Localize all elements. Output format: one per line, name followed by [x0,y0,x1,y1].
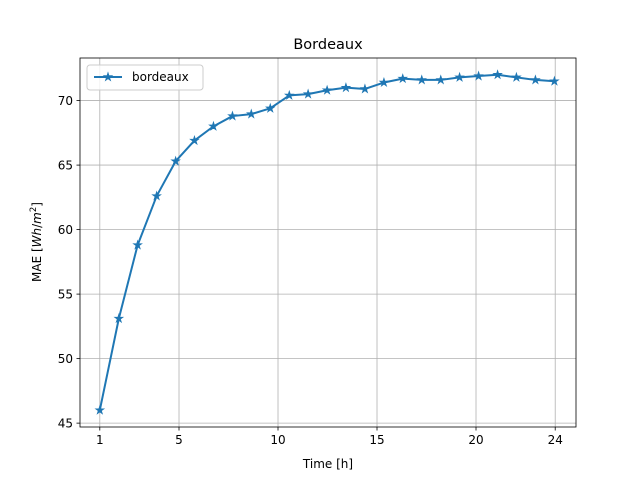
data-point [416,74,428,85]
y-axis-label-unit-c: m [30,212,44,224]
data-point [302,88,314,99]
legend: bordeaux [86,64,204,91]
series-layer [94,69,560,415]
axes-frame [79,57,577,428]
x-tick-label: 1 [96,433,104,447]
data-point [511,71,522,82]
data-point [151,190,162,201]
legend-marker-star [102,71,114,82]
data-point [170,155,181,166]
data-point [397,73,409,84]
data-point [340,82,352,93]
y-tick-label: 45 [58,416,73,430]
chart-title: Bordeaux [293,37,363,53]
legend-label-bordeaux: bordeaux [132,70,189,84]
y-tick-label: 70 [58,94,73,108]
data-point [113,313,125,324]
data-point [492,69,503,80]
y-axis-label-suffix: ] [30,202,44,207]
data-point [378,76,390,88]
y-axis-label-prefix: MAE [ [30,247,44,282]
x-tick-label: 24 [548,433,563,447]
y-tick-label: 55 [58,287,73,301]
y-tick-label: 50 [58,352,73,366]
data-point [189,135,200,146]
y-tick-label: 65 [58,158,73,172]
data-point [473,70,484,81]
y-axis-label-unit-b: / [30,223,44,228]
y-axis-label: MAE [Wh/m2] [29,202,44,282]
x-axis-label: Time [h] [302,457,353,471]
x-tick-label: 5 [175,433,183,447]
data-point [530,74,541,85]
legend-box [86,64,204,91]
data-point [227,110,238,121]
data-point [245,108,257,119]
data-point [264,102,276,113]
data-point [283,89,295,100]
data-point [359,83,371,94]
data-point [132,239,143,250]
x-tick-label: 15 [369,433,384,447]
data-point [549,75,560,86]
x-tick-label: 10 [270,433,285,447]
y-axis-label-exponent: 2 [29,207,39,212]
data-point [94,404,106,415]
data-point [208,120,219,131]
data-point [321,84,333,95]
grid-lines [80,58,576,427]
data-point [435,74,447,85]
x-tick-label: 20 [468,433,483,447]
y-axis-label-unit-a: Wh [30,228,44,247]
data-point [454,71,465,82]
y-tick-label: 60 [58,223,73,237]
